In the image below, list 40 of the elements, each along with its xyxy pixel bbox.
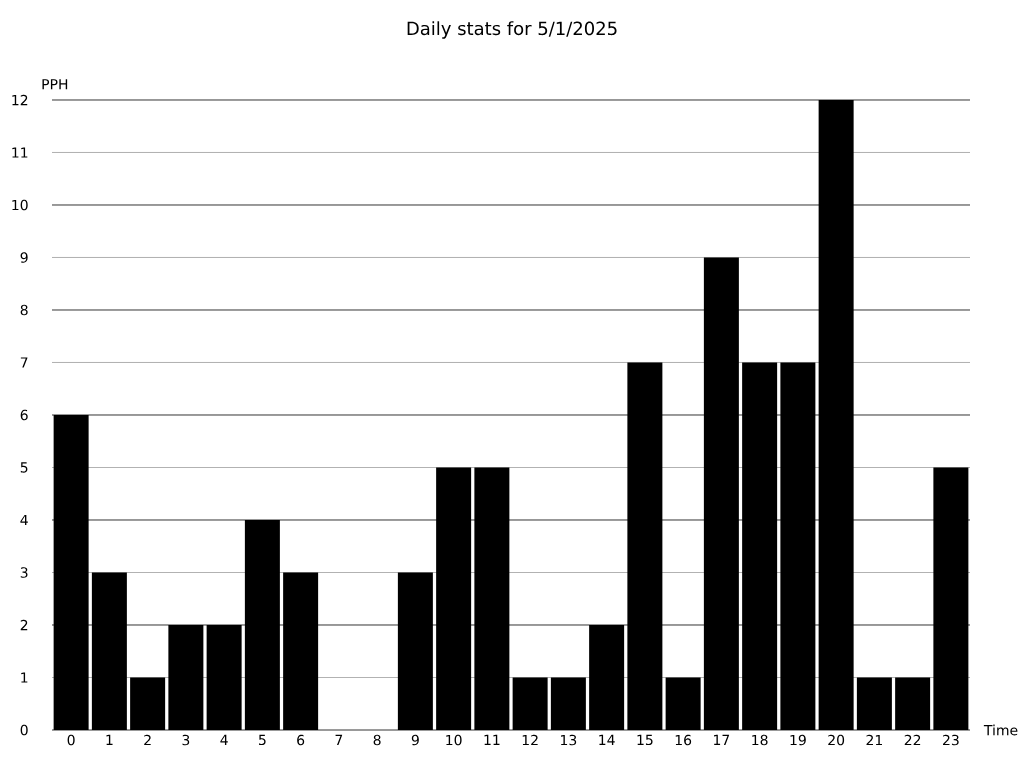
y-tick-label: 10	[12, 199, 28, 211]
y-tick-label: 12	[12, 94, 28, 106]
x-tick-label: 18	[752, 734, 768, 746]
x-tick-label: 11	[484, 734, 500, 745]
x-tick-label: 16	[675, 734, 692, 746]
x-tick-label: 6	[297, 734, 305, 746]
x-tick-label: 8	[373, 734, 381, 746]
y-tick-label: 8	[20, 304, 28, 316]
x-tick-label: 13	[561, 734, 577, 746]
x-tick-label: 1	[106, 734, 113, 745]
x-tick-label: 17	[714, 734, 730, 745]
x-tick-label: 5	[259, 734, 266, 746]
y-tick-label: 2	[20, 619, 28, 631]
y-tick-label: 0	[20, 724, 28, 736]
x-tick-label: 19	[790, 734, 806, 746]
x-tick-label: 14	[599, 734, 615, 745]
chart-title: Daily stats for 5/1/2025	[407, 21, 617, 39]
x-tick-label: 21	[866, 734, 882, 746]
x-tick-label: 7	[335, 734, 343, 745]
x-tick-label: 20	[828, 734, 845, 746]
x-tick-label: 0	[67, 734, 75, 746]
y-tick-label: 11	[12, 147, 28, 158]
x-tick-label: 22	[904, 734, 921, 746]
y-tick-label: 9	[20, 252, 28, 263]
y-tick-label: 4	[20, 514, 28, 526]
x-tick-label: 4	[220, 734, 228, 745]
y-tick-label: 5	[20, 462, 28, 473]
x-axis-title: Time	[983, 724, 1018, 736]
y-tick-label: 3	[20, 567, 28, 578]
y-tick-label: 7	[20, 357, 28, 368]
x-tick-label: 2	[144, 734, 151, 746]
x-tick-label: 23	[943, 734, 959, 746]
y-tick-label: 1	[21, 672, 28, 683]
x-tick-label: 9	[411, 734, 419, 746]
x-tick-label: 10	[446, 734, 462, 746]
x-tick-label: 15	[637, 734, 653, 746]
y-axis-title: PPH	[42, 79, 68, 90]
x-tick-label: 3	[182, 734, 190, 746]
y-tick-label: 6	[20, 409, 28, 421]
x-tick-label: 12	[522, 734, 538, 746]
